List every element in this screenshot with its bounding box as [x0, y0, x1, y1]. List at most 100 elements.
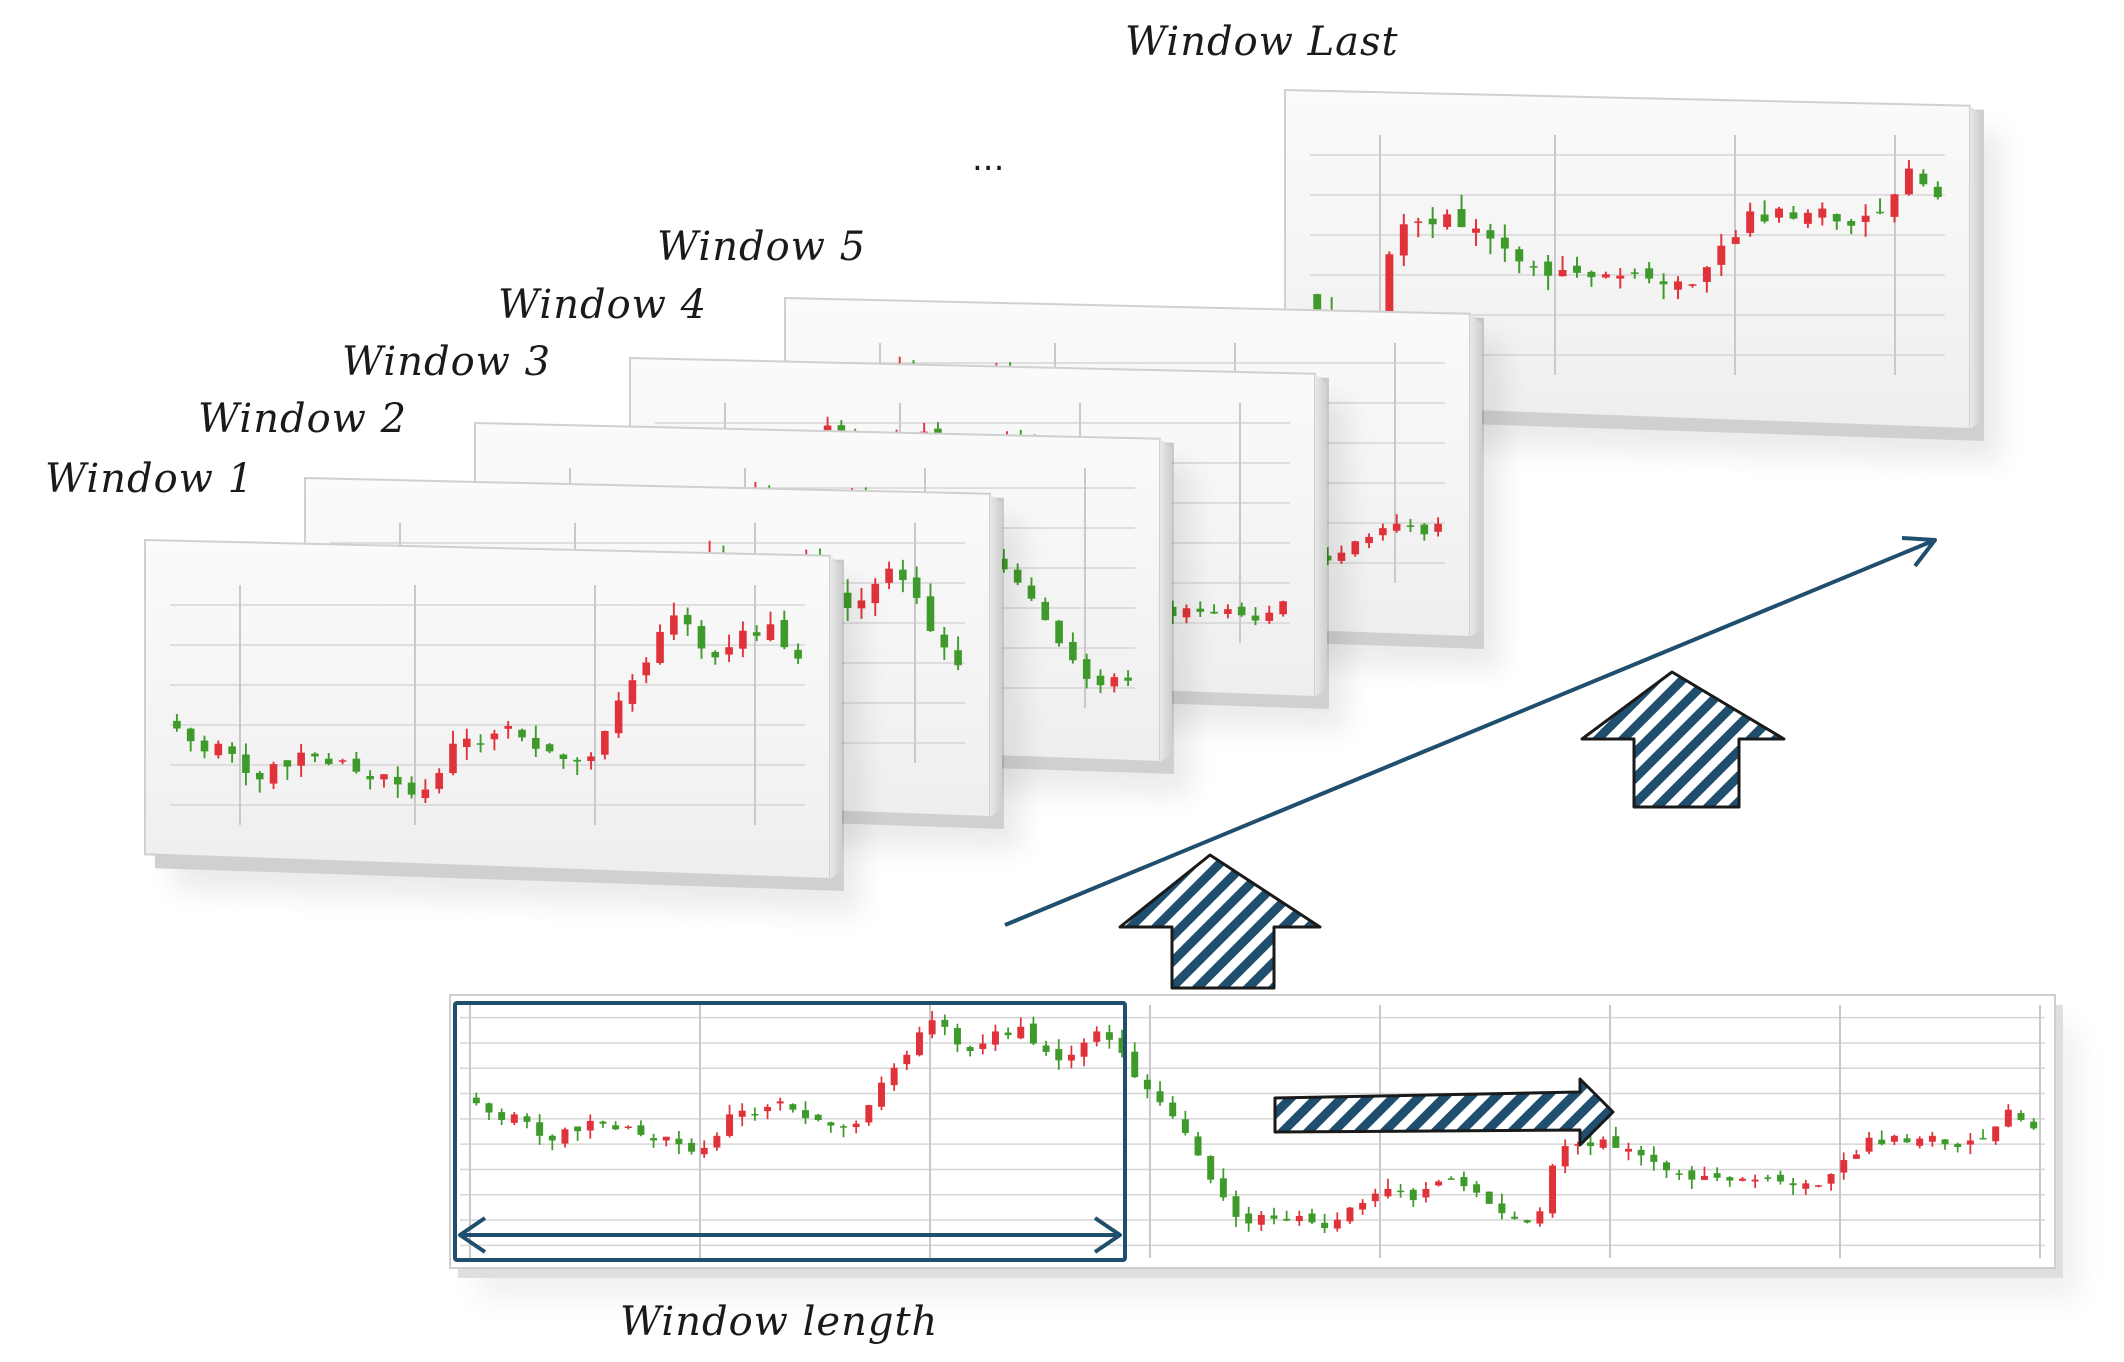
candlestick	[1420, 523, 1429, 541]
candlestick	[1194, 1131, 1202, 1156]
candlestick	[1878, 1130, 1886, 1146]
candlestick	[1257, 1211, 1265, 1232]
arrow-up-right-icon	[1004, 536, 1937, 927]
candlestick	[1182, 604, 1191, 624]
candlestick	[966, 1045, 974, 1057]
candlestick	[1713, 1167, 1721, 1181]
candlestick	[725, 634, 733, 662]
candlestick	[2030, 1118, 2038, 1130]
candlestick	[586, 1114, 594, 1139]
candlestick	[1265, 605, 1274, 624]
candlestick	[1700, 1166, 1708, 1181]
full-series-chart	[449, 994, 2063, 1278]
candlestick	[751, 1107, 759, 1121]
candlestick	[928, 1010, 936, 1039]
candlestick	[1041, 597, 1050, 621]
candlestick	[573, 757, 582, 775]
candlestick	[1702, 266, 1711, 293]
candlestick	[1587, 1134, 1595, 1156]
candlestick	[1365, 533, 1373, 549]
candlestick	[1561, 1139, 1569, 1174]
candlestick	[324, 753, 333, 766]
candlestick	[953, 1023, 961, 1053]
candlestick	[476, 734, 485, 753]
candlestick	[1460, 1171, 1468, 1192]
candlestick	[794, 643, 802, 664]
candlestick	[1004, 1027, 1012, 1040]
candlestick	[1251, 607, 1260, 626]
candlestick	[1726, 1176, 1734, 1187]
candlestick	[1473, 1181, 1481, 1198]
candlestick	[380, 774, 388, 788]
candlestick	[214, 740, 223, 759]
candlestick	[739, 621, 747, 658]
candlestick	[1105, 1024, 1113, 1049]
candlestick	[1511, 1211, 1519, 1220]
candlestick	[662, 1136, 670, 1147]
candlestick	[642, 657, 651, 684]
candlestick	[1414, 217, 1423, 238]
candlestick	[407, 776, 416, 799]
candlestick	[1515, 246, 1524, 274]
candlestick	[780, 610, 789, 650]
candlestick	[675, 1130, 683, 1155]
candlestick	[697, 620, 706, 659]
candlestick	[1601, 271, 1610, 279]
candlestick	[1069, 632, 1077, 664]
candlestick	[941, 1014, 949, 1036]
candlestick	[624, 1125, 632, 1130]
double-headed-arrow-icon	[458, 1216, 1122, 1254]
candlestick	[1612, 1126, 1620, 1148]
candlestick	[1232, 1190, 1240, 1227]
candlestick	[843, 579, 852, 621]
candlestick	[1789, 205, 1798, 220]
candlestick	[1013, 563, 1022, 586]
candlestick	[899, 559, 907, 593]
candlestick	[1675, 1169, 1683, 1180]
candlestick	[297, 743, 305, 777]
candlestick	[857, 588, 866, 619]
candlestick	[1954, 1142, 1962, 1153]
candlestick	[915, 1026, 923, 1057]
candlestick	[1904, 160, 1913, 196]
candlestick	[726, 1104, 734, 1138]
candlestick	[954, 636, 962, 671]
candlestick	[536, 1114, 544, 1145]
candlestick	[1919, 169, 1928, 187]
candlestick	[1674, 276, 1682, 300]
candlestick	[1027, 577, 1036, 602]
candlestick	[1847, 219, 1856, 235]
candlestick	[1803, 209, 1812, 228]
candlestick	[421, 779, 430, 803]
candlestick	[561, 1127, 569, 1148]
window-last-label: Window Last	[1125, 19, 1399, 65]
candlestick	[1486, 223, 1495, 255]
candlestick	[1124, 670, 1132, 687]
candlestick	[1169, 1096, 1177, 1119]
candlestick	[1764, 1174, 1772, 1182]
candlestick	[1082, 653, 1091, 689]
candlestick	[991, 1024, 999, 1051]
candlestick	[979, 1034, 987, 1055]
candlestick	[1143, 1074, 1151, 1099]
candlestick	[1219, 1168, 1227, 1201]
candlestick	[1283, 1210, 1291, 1222]
candlestick	[574, 1126, 582, 1141]
candlestick	[1351, 540, 1360, 557]
candlestick	[255, 771, 264, 793]
candlestick	[1865, 1132, 1873, 1155]
candlestick	[1485, 1191, 1493, 1204]
candlestick	[1717, 234, 1726, 276]
candlestick	[789, 1103, 797, 1113]
candlestick	[738, 1103, 746, 1127]
window-5-label: Window 5	[657, 224, 866, 270]
candlestick	[601, 730, 609, 760]
candlestick	[1333, 1212, 1341, 1232]
candlestick	[1840, 1152, 1848, 1180]
candlestick	[1536, 1207, 1544, 1227]
candlestick	[628, 674, 637, 712]
candlestick	[1523, 1219, 1531, 1224]
candlestick	[504, 720, 513, 739]
candlestick	[752, 625, 761, 642]
candlestick	[1688, 283, 1697, 288]
